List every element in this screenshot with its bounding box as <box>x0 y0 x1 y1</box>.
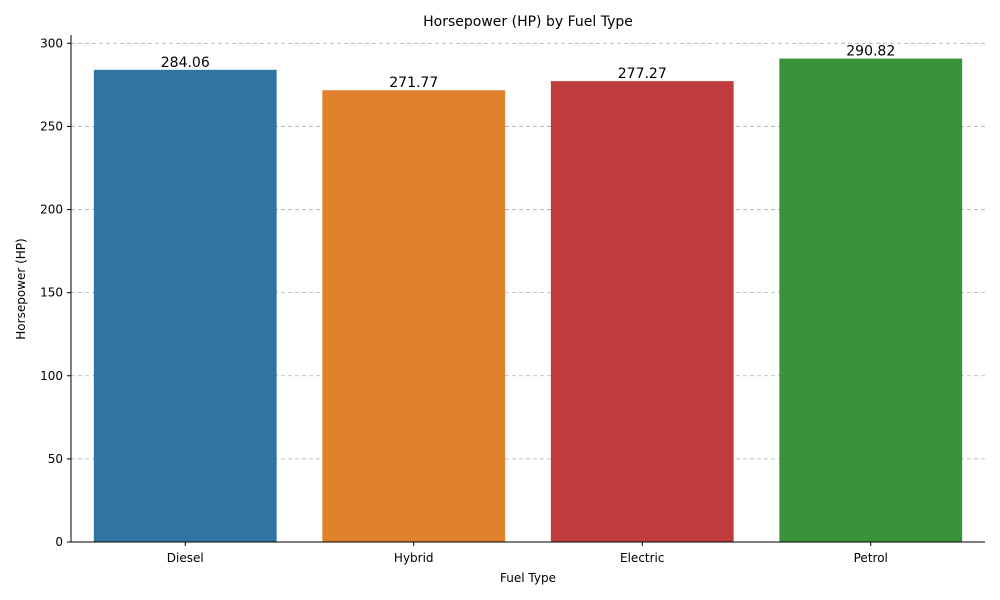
y-tick-label: 150 <box>40 286 63 300</box>
x-tick-label: Diesel <box>167 551 204 565</box>
bar-value-label: 284.06 <box>161 55 210 71</box>
y-tick-label: 50 <box>48 452 63 466</box>
bar-value-label: 271.77 <box>389 75 438 91</box>
x-axis-label: Fuel Type <box>500 571 556 585</box>
axes: 0 50 100 150 200 250 300 Diesel Hybrid Electric Pe… <box>40 35 985 565</box>
x-tick-label: Electric <box>620 551 664 565</box>
bar-hybrid <box>322 90 506 542</box>
data-labels: 284.06 271.77 277.27 290.82 <box>161 44 896 92</box>
y-tick-label: 0 <box>55 535 63 549</box>
bar-electric <box>550 81 734 542</box>
bar-petrol <box>779 58 963 542</box>
bar-value-label: 277.27 <box>618 66 667 82</box>
y-tick-label: 100 <box>40 369 63 383</box>
bars <box>93 58 963 542</box>
y-tick-label: 200 <box>40 203 63 217</box>
bar-value-label: 290.82 <box>846 44 895 60</box>
x-tick-label: Hybrid <box>394 551 434 565</box>
y-tick-label: 250 <box>40 119 63 133</box>
y-axis-label: Horsepower (HP) <box>14 238 28 339</box>
y-tick-label: 300 <box>40 36 63 50</box>
bar-diesel <box>93 69 277 542</box>
x-tick-label: Petrol <box>854 551 888 565</box>
chart-title: Horsepower (HP) by Fuel Type <box>423 14 633 30</box>
gridlines <box>71 42 985 460</box>
